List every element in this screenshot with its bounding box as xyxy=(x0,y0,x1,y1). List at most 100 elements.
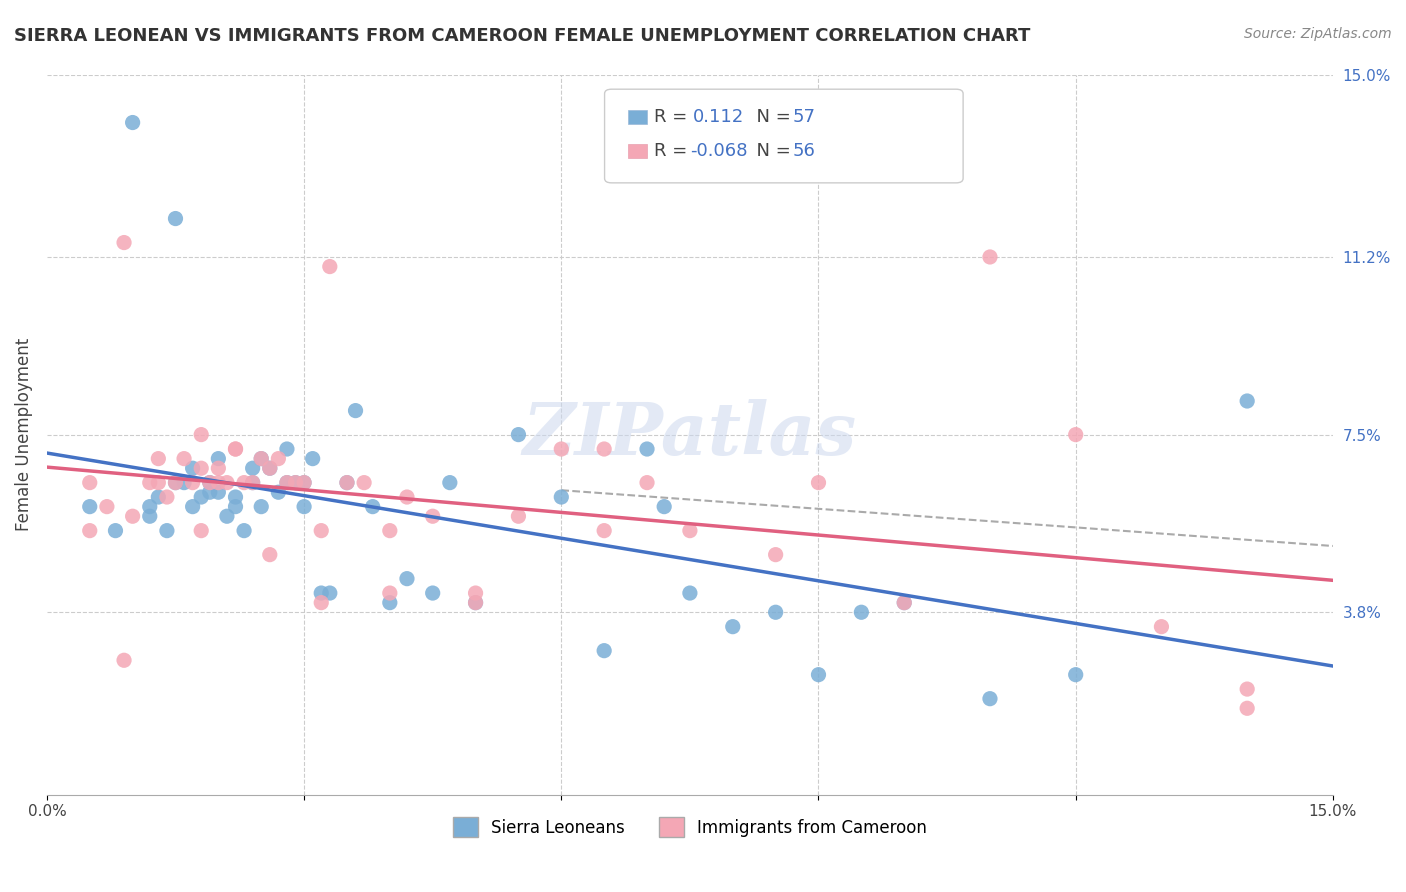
Text: N =: N = xyxy=(745,142,797,160)
Point xyxy=(395,572,418,586)
Point xyxy=(259,461,281,475)
Point xyxy=(464,596,486,610)
Point xyxy=(1064,427,1087,442)
Text: 56: 56 xyxy=(793,142,815,160)
Point xyxy=(378,524,401,538)
Point xyxy=(292,475,315,490)
Point xyxy=(636,442,658,456)
Point xyxy=(215,475,238,490)
Point xyxy=(276,475,298,490)
Point xyxy=(508,509,530,524)
Point xyxy=(292,475,315,490)
Point xyxy=(284,475,307,490)
Point xyxy=(190,461,212,475)
Point xyxy=(165,475,187,490)
Point xyxy=(207,475,229,490)
Point xyxy=(319,260,342,274)
Point xyxy=(807,475,830,490)
Point xyxy=(139,509,162,524)
Point xyxy=(165,211,187,226)
Point xyxy=(242,475,264,490)
Point xyxy=(807,667,830,681)
Point xyxy=(198,485,221,500)
Point xyxy=(550,442,572,456)
Point xyxy=(378,586,401,600)
Point xyxy=(121,115,143,129)
Point xyxy=(1236,701,1258,715)
Point xyxy=(181,461,204,475)
Point xyxy=(148,490,170,504)
Point xyxy=(207,485,229,500)
Point xyxy=(464,596,486,610)
Point xyxy=(652,500,675,514)
Legend: Sierra Leoneans, Immigrants from Cameroon: Sierra Leoneans, Immigrants from Cameroo… xyxy=(447,810,934,844)
Point xyxy=(276,442,298,456)
Point xyxy=(259,461,281,475)
Point xyxy=(224,442,246,456)
Point xyxy=(422,509,444,524)
Point xyxy=(353,475,375,490)
Point xyxy=(242,461,264,475)
Point xyxy=(173,475,195,490)
Point xyxy=(593,442,616,456)
Point xyxy=(979,250,1001,264)
Point xyxy=(139,475,162,490)
Point xyxy=(198,475,221,490)
Point xyxy=(156,524,179,538)
Point xyxy=(224,490,246,504)
Point xyxy=(267,451,290,466)
Point xyxy=(215,509,238,524)
Text: N =: N = xyxy=(745,108,797,126)
Point xyxy=(851,605,873,619)
Point xyxy=(319,586,342,600)
Point xyxy=(422,586,444,600)
Point xyxy=(224,442,246,456)
Point xyxy=(378,596,401,610)
Point xyxy=(765,605,787,619)
Point xyxy=(198,475,221,490)
Point xyxy=(276,475,298,490)
Point xyxy=(1236,394,1258,409)
Point xyxy=(292,500,315,514)
Point xyxy=(593,643,616,657)
Point xyxy=(309,586,332,600)
Point xyxy=(1064,667,1087,681)
Point xyxy=(112,653,135,667)
Point xyxy=(439,475,461,490)
Point xyxy=(344,403,367,417)
Point xyxy=(361,500,384,514)
Point xyxy=(250,451,273,466)
Point xyxy=(233,524,256,538)
Point xyxy=(121,509,143,524)
Point xyxy=(979,691,1001,706)
Point xyxy=(636,475,658,490)
Point xyxy=(336,475,359,490)
Point xyxy=(112,235,135,250)
Text: 57: 57 xyxy=(793,108,815,126)
Point xyxy=(250,451,273,466)
Point xyxy=(207,461,229,475)
Y-axis label: Female Unemployment: Female Unemployment xyxy=(15,338,32,532)
Text: SIERRA LEONEAN VS IMMIGRANTS FROM CAMEROON FEMALE UNEMPLOYMENT CORRELATION CHART: SIERRA LEONEAN VS IMMIGRANTS FROM CAMERO… xyxy=(14,27,1031,45)
Point xyxy=(1150,620,1173,634)
Text: ZIPatlas: ZIPatlas xyxy=(523,399,858,470)
Point xyxy=(79,524,101,538)
Point xyxy=(679,524,702,538)
Point xyxy=(765,548,787,562)
Point xyxy=(173,451,195,466)
Point xyxy=(721,620,744,634)
Point xyxy=(139,500,162,514)
Point xyxy=(259,548,281,562)
Point xyxy=(104,524,127,538)
Point xyxy=(224,500,246,514)
Point xyxy=(190,524,212,538)
Point xyxy=(336,475,359,490)
Point xyxy=(165,475,187,490)
Point xyxy=(593,524,616,538)
Point xyxy=(508,427,530,442)
Text: R =: R = xyxy=(654,108,693,126)
Point xyxy=(190,427,212,442)
Point xyxy=(148,451,170,466)
Point xyxy=(207,451,229,466)
Text: 0.112: 0.112 xyxy=(693,108,744,126)
